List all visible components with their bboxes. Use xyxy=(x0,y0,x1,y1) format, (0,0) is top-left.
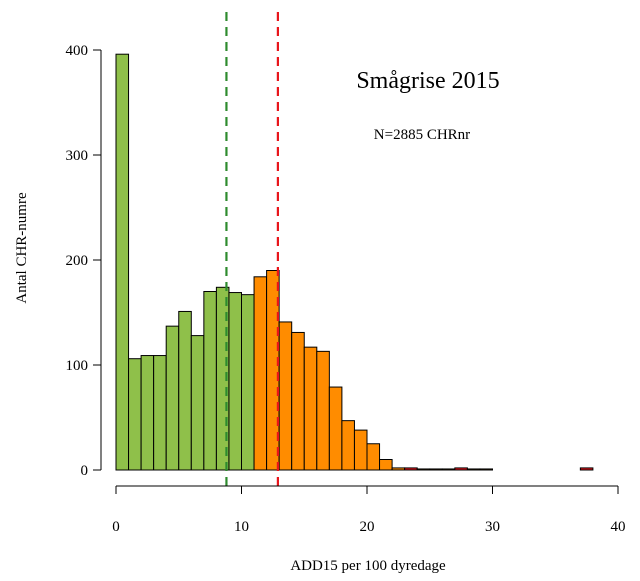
y-axis: 0 100 200 300 400 xyxy=(66,43,102,479)
x-tick-label: 20 xyxy=(360,519,375,535)
x-axis: 0 10 20 30 40 xyxy=(112,485,626,535)
y-tick-label: 400 xyxy=(66,43,89,59)
y-tick-label: 100 xyxy=(66,358,89,374)
histogram-bar xyxy=(165,325,180,471)
histogram-bar xyxy=(153,355,167,471)
histogram-bar xyxy=(466,468,481,471)
reference-lines xyxy=(225,12,279,486)
histogram-bar xyxy=(441,468,456,471)
x-tick-label: 0 xyxy=(112,519,120,535)
histogram-bar xyxy=(128,358,142,471)
y-tick-label: 200 xyxy=(66,253,89,269)
histogram-bar xyxy=(303,346,318,471)
histogram-bar xyxy=(140,355,155,471)
histogram-bar xyxy=(115,53,130,471)
chart-title: Smågrise 2015 xyxy=(356,68,499,94)
histogram-bar xyxy=(353,429,368,471)
histogram-bar xyxy=(366,443,381,471)
x-tick-label: 40 xyxy=(611,519,626,535)
histogram-bar xyxy=(328,386,343,471)
histogram-bar xyxy=(253,276,268,471)
histogram-bar xyxy=(454,467,468,471)
y-tick-label: 300 xyxy=(66,148,89,164)
histogram-bar xyxy=(579,467,594,471)
histogram-bar xyxy=(178,310,192,471)
y-axis-label: Antal CHR-numre xyxy=(14,192,30,304)
y-tick-label: 0 xyxy=(81,463,89,479)
histogram-bar xyxy=(203,291,217,471)
sample-size-annotation: N=2885 CHRnr xyxy=(374,127,470,143)
histogram-bar xyxy=(479,468,494,471)
bars-group xyxy=(115,53,594,471)
histogram-bar xyxy=(291,331,305,471)
histogram-bar xyxy=(416,468,431,471)
histogram-bar xyxy=(404,467,418,471)
histogram-bar xyxy=(241,294,255,471)
histogram-bar xyxy=(391,467,406,471)
histogram-bar xyxy=(379,459,393,471)
x-axis-label: ADD15 per 100 dyredage xyxy=(290,558,446,574)
histogram-bar xyxy=(429,468,443,471)
x-tick-label: 10 xyxy=(234,519,249,535)
histogram-bar xyxy=(228,292,242,471)
histogram-bar xyxy=(341,420,355,471)
x-tick-label: 30 xyxy=(485,519,500,535)
histogram-bar xyxy=(278,321,293,471)
histogram-bar xyxy=(316,350,330,471)
histogram-bar xyxy=(190,335,205,471)
